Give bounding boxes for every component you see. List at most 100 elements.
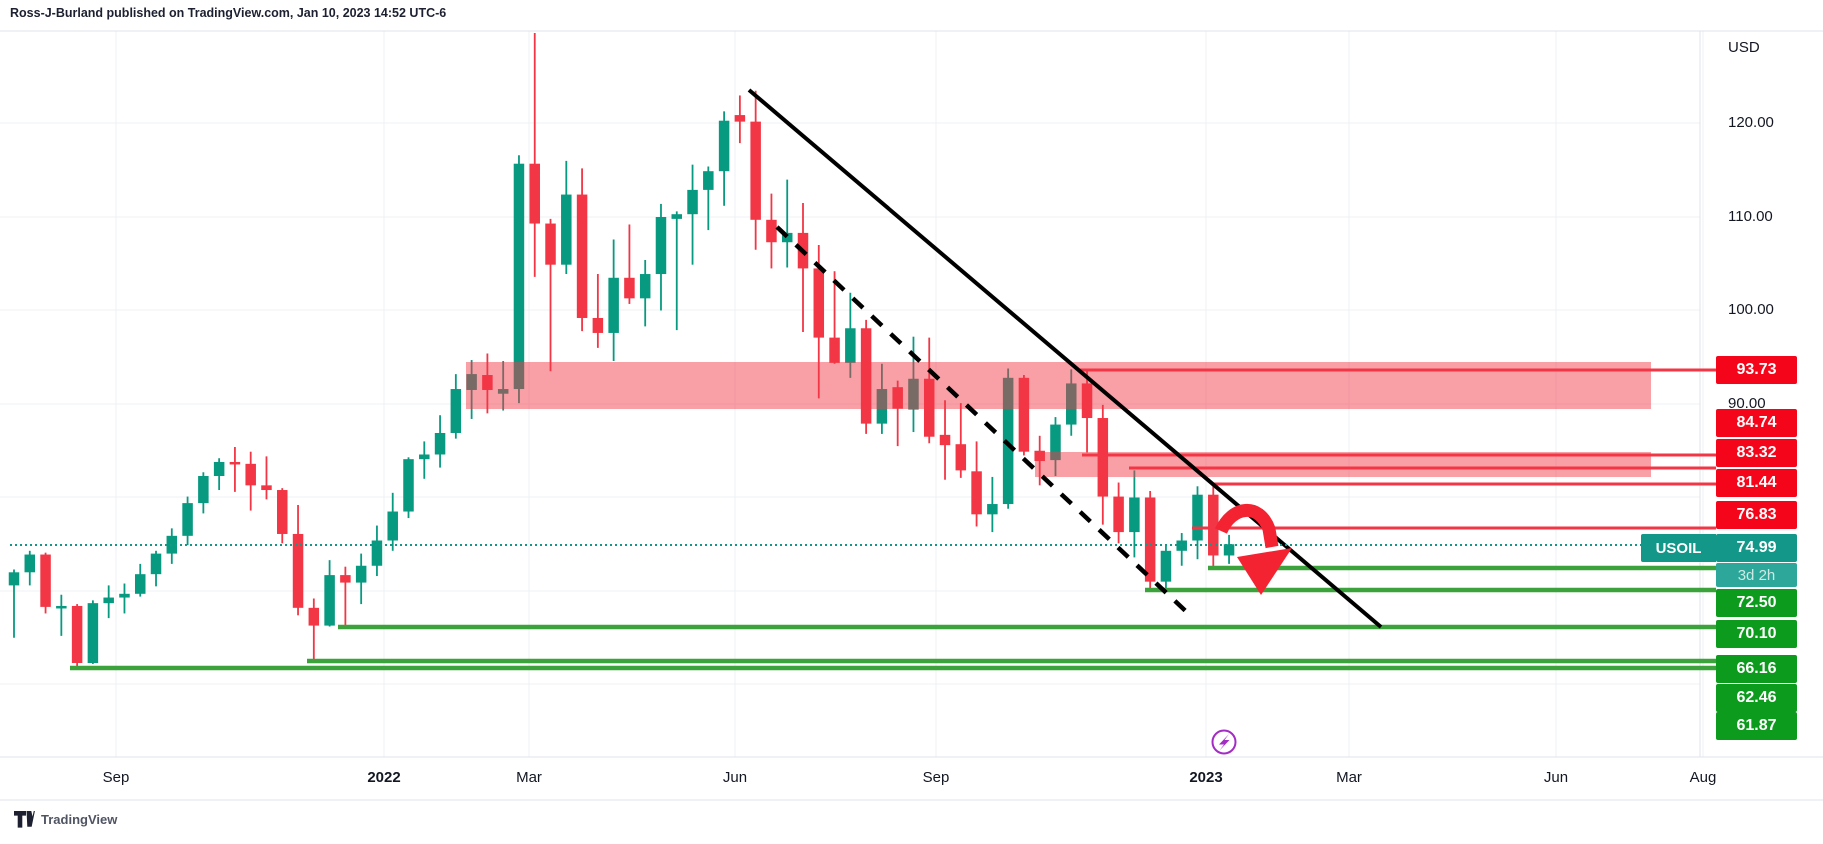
candle: [845, 292, 856, 378]
trendline-dashed[interactable]: [775, 225, 1194, 619]
candle: [939, 400, 951, 480]
candle: [718, 111, 730, 206]
resistance-price-label: 81.44: [1716, 469, 1797, 497]
candle: [513, 155, 525, 404]
candle: [1002, 368, 1014, 509]
candle: [561, 160, 572, 275]
candle: [750, 90, 761, 250]
candle: [340, 566, 351, 629]
resistance-price-label: 76.83: [1716, 501, 1797, 529]
candle: [797, 202, 809, 333]
time-axis-tick: Sep: [102, 769, 130, 786]
candle: [466, 360, 477, 419]
candle: [403, 457, 414, 519]
supply-zones[interactable]: [466, 362, 1651, 477]
candle: [150, 550, 162, 587]
candle: [955, 403, 967, 478]
candle: [229, 447, 241, 492]
bar-countdown-label: 3d 2h: [1716, 563, 1797, 587]
candle: [687, 164, 698, 265]
resistance-lines[interactable]: [1080, 368, 1716, 530]
candle: [545, 218, 556, 372]
candle: [419, 441, 430, 479]
candle: [987, 476, 998, 533]
candle: [655, 203, 667, 311]
candle: [277, 488, 288, 544]
candle: [1176, 533, 1187, 566]
price-axis-tick: 110.00: [1728, 208, 1773, 225]
candle: [1192, 486, 1203, 560]
event-icon[interactable]: [1211, 729, 1237, 755]
tradingview-logo-icon: [14, 811, 35, 828]
resistance-price-label: 83.32: [1716, 439, 1797, 467]
candle: [576, 168, 588, 332]
candle: [324, 560, 335, 627]
time-axis-tick: Jun: [1543, 769, 1569, 786]
support-price-label: 62.46: [1716, 684, 1797, 712]
candle: [892, 380, 903, 447]
candle: [71, 604, 83, 667]
price-axis-tick: 120.00: [1728, 114, 1774, 131]
candle: [261, 456, 272, 500]
candle: [371, 525, 383, 577]
support-lines[interactable]: [70, 565, 1716, 671]
tradingview-logo-text: TradingView: [41, 812, 118, 827]
candle: [1223, 534, 1235, 564]
candle: [529, 33, 540, 277]
tradingview-logo[interactable]: TradingView: [14, 811, 117, 828]
time-axis-tick: Jun: [722, 769, 748, 786]
candle: [40, 552, 51, 614]
candle: [1144, 490, 1156, 591]
support-price-label: 72.50: [1716, 589, 1797, 617]
last-price-label: 74.99: [1716, 534, 1797, 562]
candle: [1129, 470, 1140, 558]
candle: [860, 319, 872, 434]
symbol-name-label: USOIL: [1641, 534, 1716, 562]
down-arrow-drawing[interactable]: [1215, 504, 1292, 595]
candle: [182, 496, 193, 546]
candle: [734, 95, 746, 144]
resistance-price-label: 84.74: [1716, 409, 1797, 437]
candle: [24, 550, 36, 586]
candle: [923, 337, 935, 444]
candle: [119, 583, 130, 614]
candle: [497, 360, 509, 411]
trendline-solid[interactable]: [747, 88, 1383, 629]
candle: [87, 600, 99, 664]
candle: [671, 211, 683, 331]
candle: [134, 563, 146, 597]
price-axis-currency: USD: [1728, 39, 1760, 56]
candle: [1081, 369, 1093, 453]
candle: [781, 179, 793, 268]
support-price-label: 61.87: [1716, 712, 1797, 740]
time-axis-tick: Mar: [516, 769, 542, 786]
candle: [482, 353, 493, 414]
candle: [1097, 404, 1109, 525]
candle: [56, 594, 67, 636]
candle: [1208, 483, 1219, 568]
candle: [450, 374, 462, 439]
candle: [292, 504, 304, 616]
candle: [608, 239, 619, 361]
candlestick-series: [8, 33, 1235, 667]
candle: [829, 271, 840, 364]
candle: [1018, 375, 1030, 456]
time-axis-tick: Aug: [1689, 769, 1717, 786]
candle: [166, 528, 178, 564]
chart-borders: [0, 30, 1823, 801]
candle: [8, 569, 20, 638]
candle: [876, 363, 888, 434]
time-axis-tick: 2022: [367, 769, 401, 786]
candle: [1050, 417, 1061, 476]
candle: [639, 260, 651, 327]
support-price-label: 66.16: [1716, 655, 1797, 683]
time-axis-tick: Mar: [1336, 769, 1362, 786]
candle: [703, 166, 714, 231]
candle: [592, 274, 604, 348]
resistance-price-label: 93.73: [1716, 356, 1797, 384]
candle: [103, 585, 114, 619]
price-axis-tick: 100.00: [1728, 301, 1774, 318]
candle: [624, 224, 635, 304]
